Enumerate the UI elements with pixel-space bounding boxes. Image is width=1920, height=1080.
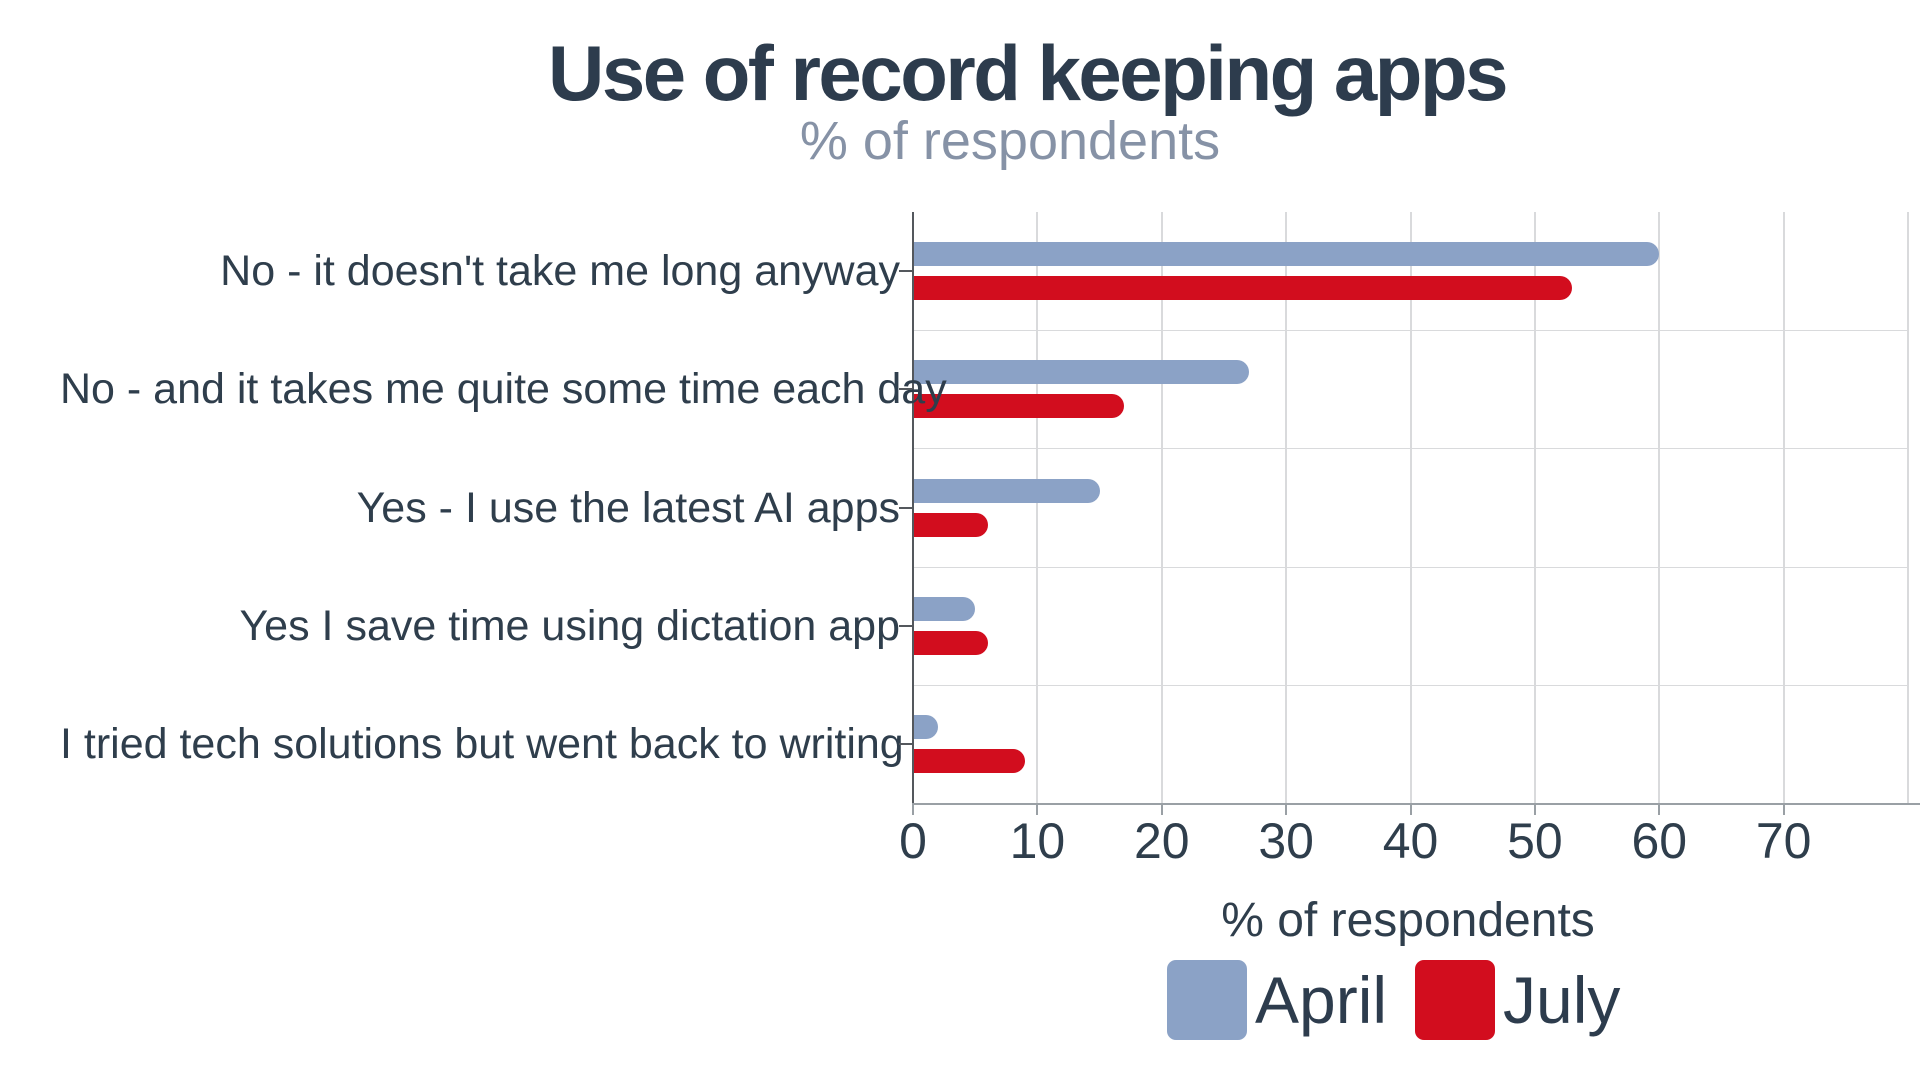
- x-tick-label-40: 40: [1382, 813, 1439, 869]
- category-label-2: Yes - I use the latest AI apps: [356, 483, 900, 532]
- bar-july-0: [913, 276, 1573, 301]
- legend-swatch-july: [1415, 960, 1496, 1040]
- bar-april-4: [913, 714, 938, 739]
- gridline-x-60: [1658, 212, 1661, 803]
- bar-july-1: [913, 394, 1125, 419]
- gridline-row-3: [913, 566, 1908, 568]
- x-tick-label-70: 70: [1755, 813, 1812, 869]
- gridline-row-4: [913, 684, 1908, 686]
- gridline-x-30: [1285, 212, 1288, 803]
- category-label-1: No - and it takes me quite some time eac…: [60, 365, 947, 414]
- plot-area: [913, 212, 1909, 803]
- category-label-3: Yes I save time using dictation app: [239, 601, 900, 650]
- x-tick-label-30: 30: [1258, 813, 1314, 869]
- bar-april-0: [913, 242, 1660, 267]
- category-label-0: No - it doesn't take me long anyway: [220, 247, 900, 296]
- bar-april-3: [913, 596, 976, 621]
- legend: April July: [1167, 956, 1626, 1044]
- gridline-row-2: [913, 448, 1908, 450]
- y-tick-4: [899, 742, 912, 745]
- x-tick-label-0: 0: [899, 813, 927, 869]
- legend-label-july: July: [1503, 963, 1621, 1037]
- category-label-4: I tried tech solutions but went back to …: [60, 719, 904, 768]
- chart-subtitle: % of respondents: [799, 111, 1221, 171]
- x-axis-title: % of respondents: [1221, 894, 1595, 947]
- gridline-x-10: [1036, 212, 1039, 803]
- x-tick-20: [1160, 803, 1163, 815]
- y-tick-0: [899, 270, 912, 273]
- bar-july-4: [913, 748, 1025, 773]
- x-tick-label-50: 50: [1507, 813, 1563, 869]
- gridline-x-40: [1409, 212, 1412, 803]
- y-tick-3: [899, 624, 912, 627]
- y-axis-line: [912, 212, 914, 804]
- gridline-x-80: [1907, 212, 1909, 803]
- gridline-row-1: [913, 330, 1908, 332]
- gridline-x-70: [1782, 212, 1785, 803]
- chart-title: Use of record keeping apps: [548, 29, 1508, 117]
- y-tick-1: [899, 388, 912, 391]
- x-axis-line: [913, 803, 1920, 805]
- x-tick-label-20: 20: [1133, 813, 1190, 869]
- y-tick-2: [899, 506, 912, 509]
- x-tick-40: [1409, 803, 1412, 815]
- x-tick-50: [1533, 803, 1536, 815]
- bar-april-1: [913, 360, 1249, 385]
- bar-july-2: [913, 512, 988, 537]
- legend-swatch-april: [1167, 960, 1247, 1040]
- gridline-x-20: [1160, 212, 1163, 803]
- x-tick-label-60: 60: [1631, 813, 1688, 869]
- bar-april-2: [913, 478, 1100, 503]
- x-tick-0: [912, 803, 914, 815]
- x-tick-10: [1036, 803, 1039, 815]
- legend-label-april: April: [1255, 963, 1388, 1037]
- x-tick-60: [1658, 803, 1661, 815]
- x-tick-label-10: 10: [1009, 813, 1066, 869]
- gridline-x-50: [1533, 212, 1536, 803]
- x-tick-70: [1782, 803, 1785, 815]
- x-tick-30: [1285, 803, 1288, 815]
- bar-july-3: [913, 630, 988, 655]
